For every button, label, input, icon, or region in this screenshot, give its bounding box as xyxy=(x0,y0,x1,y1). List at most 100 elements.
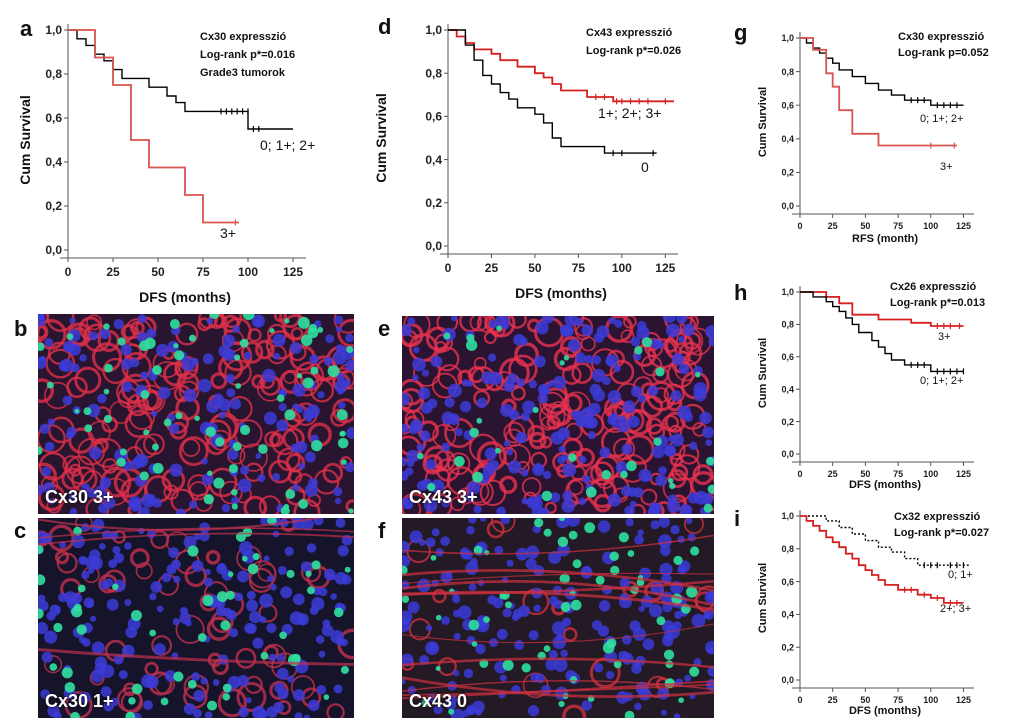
membrane-signal xyxy=(544,501,557,514)
nucleus xyxy=(78,636,86,644)
positive-nucleus xyxy=(601,470,611,480)
nucleus xyxy=(344,462,354,473)
stroma-fiber xyxy=(38,518,324,532)
series-label: 2+; 3+ xyxy=(940,603,971,615)
positive-nucleus xyxy=(602,641,615,654)
membrane-signal xyxy=(469,316,488,332)
nucleus xyxy=(704,610,714,620)
membrane-signal xyxy=(294,361,325,391)
positive-nucleus xyxy=(311,560,321,570)
membrane-signal xyxy=(330,408,348,427)
nucleus xyxy=(203,577,214,587)
positive-nucleus xyxy=(46,381,54,389)
nucleus xyxy=(338,401,346,410)
x-tick-label: 50 xyxy=(860,469,870,479)
nucleus xyxy=(334,315,344,325)
nucleus xyxy=(325,334,335,344)
nucleus xyxy=(636,320,647,331)
membrane-signal xyxy=(590,461,615,486)
nucleus xyxy=(175,508,187,514)
nucleus xyxy=(430,355,443,368)
nucleus xyxy=(299,617,307,625)
nucleus xyxy=(521,497,528,505)
positive-nucleus xyxy=(300,334,313,347)
positive-nucleus xyxy=(152,365,162,375)
nucleus xyxy=(322,619,331,628)
nucleus xyxy=(487,595,497,605)
nucleus xyxy=(304,483,318,497)
nucleus xyxy=(543,470,552,480)
nucleus xyxy=(104,578,114,588)
micrograph-image xyxy=(402,518,714,718)
positive-nucleus xyxy=(258,444,268,454)
nucleus xyxy=(141,493,156,508)
series-label: 0 xyxy=(641,159,649,175)
series-label: 1+; 2+; 3+ xyxy=(598,105,661,121)
positive-nucleus xyxy=(169,318,180,329)
nucleus xyxy=(66,426,77,437)
positive-nucleus xyxy=(225,590,235,600)
positive-nucleus xyxy=(678,697,684,704)
positive-nucleus xyxy=(311,440,323,452)
y-tick-label: 0,2 xyxy=(781,642,794,652)
membrane-signal xyxy=(38,378,55,404)
positive-nucleus xyxy=(534,518,544,528)
membrane-signal xyxy=(326,703,345,718)
positive-nucleus xyxy=(469,427,479,438)
x-tick-label: 125 xyxy=(655,261,675,275)
nucleus xyxy=(670,525,680,535)
membrane-signal xyxy=(124,409,153,438)
membrane-signal xyxy=(264,431,281,448)
nucleus xyxy=(693,490,708,505)
nucleus xyxy=(193,689,206,702)
nucleus xyxy=(402,457,407,467)
nucleus xyxy=(425,459,436,470)
nucleus xyxy=(140,371,149,380)
nucleus xyxy=(441,442,451,452)
micrograph-image xyxy=(402,316,714,514)
x-tick-label: 125 xyxy=(956,469,971,479)
positive-nucleus xyxy=(668,478,674,484)
km-plot-i: 0,0 0,2 0,4 0,6 0,8 1,0 0 25 50 75 100 125 DFS (mont… xyxy=(757,510,989,717)
nucleus xyxy=(559,324,572,337)
nucleus xyxy=(89,549,101,561)
nucleus xyxy=(204,711,213,718)
nucleus xyxy=(605,670,615,680)
positive-nucleus xyxy=(239,338,249,348)
nucleus xyxy=(441,411,455,425)
nucleus xyxy=(560,649,568,658)
nucleus xyxy=(44,630,58,644)
nucleus xyxy=(545,658,557,671)
nucleus xyxy=(513,333,525,346)
positive-nucleus xyxy=(298,499,309,509)
nucleus xyxy=(465,561,479,575)
positive-nucleus xyxy=(117,337,126,346)
nucleus xyxy=(294,712,303,718)
nucleus xyxy=(143,700,153,711)
nucleus xyxy=(622,400,636,414)
positive-nucleus xyxy=(340,665,349,674)
membrane-signal xyxy=(664,411,686,433)
positive-nucleus xyxy=(572,559,582,569)
stroma-fiber xyxy=(38,527,354,539)
nucleus xyxy=(191,357,199,366)
nucleus xyxy=(68,343,81,356)
nucleus xyxy=(188,500,198,509)
positive-nucleus xyxy=(160,697,169,706)
nucleus xyxy=(676,316,688,324)
nucleus xyxy=(619,577,631,589)
stroma-fiber xyxy=(402,680,714,693)
positive-nucleus xyxy=(705,456,714,466)
micrograph-image xyxy=(38,314,354,514)
nucleus xyxy=(557,543,570,557)
km-plot-a: 0,0 0,2 0,4 0,6 0,8 1,0 0 25 50 75 100 125 DFS (mont… xyxy=(17,23,315,305)
nucleus xyxy=(345,333,354,343)
nucleus xyxy=(318,650,326,658)
positive-nucleus xyxy=(215,437,225,447)
positive-nucleus xyxy=(584,522,596,534)
annotation: Log-rank p*=0.016 xyxy=(200,49,295,61)
nucleus xyxy=(487,459,499,472)
nucleus xyxy=(465,492,475,502)
nucleus xyxy=(441,498,450,508)
positive-nucleus xyxy=(252,553,260,561)
